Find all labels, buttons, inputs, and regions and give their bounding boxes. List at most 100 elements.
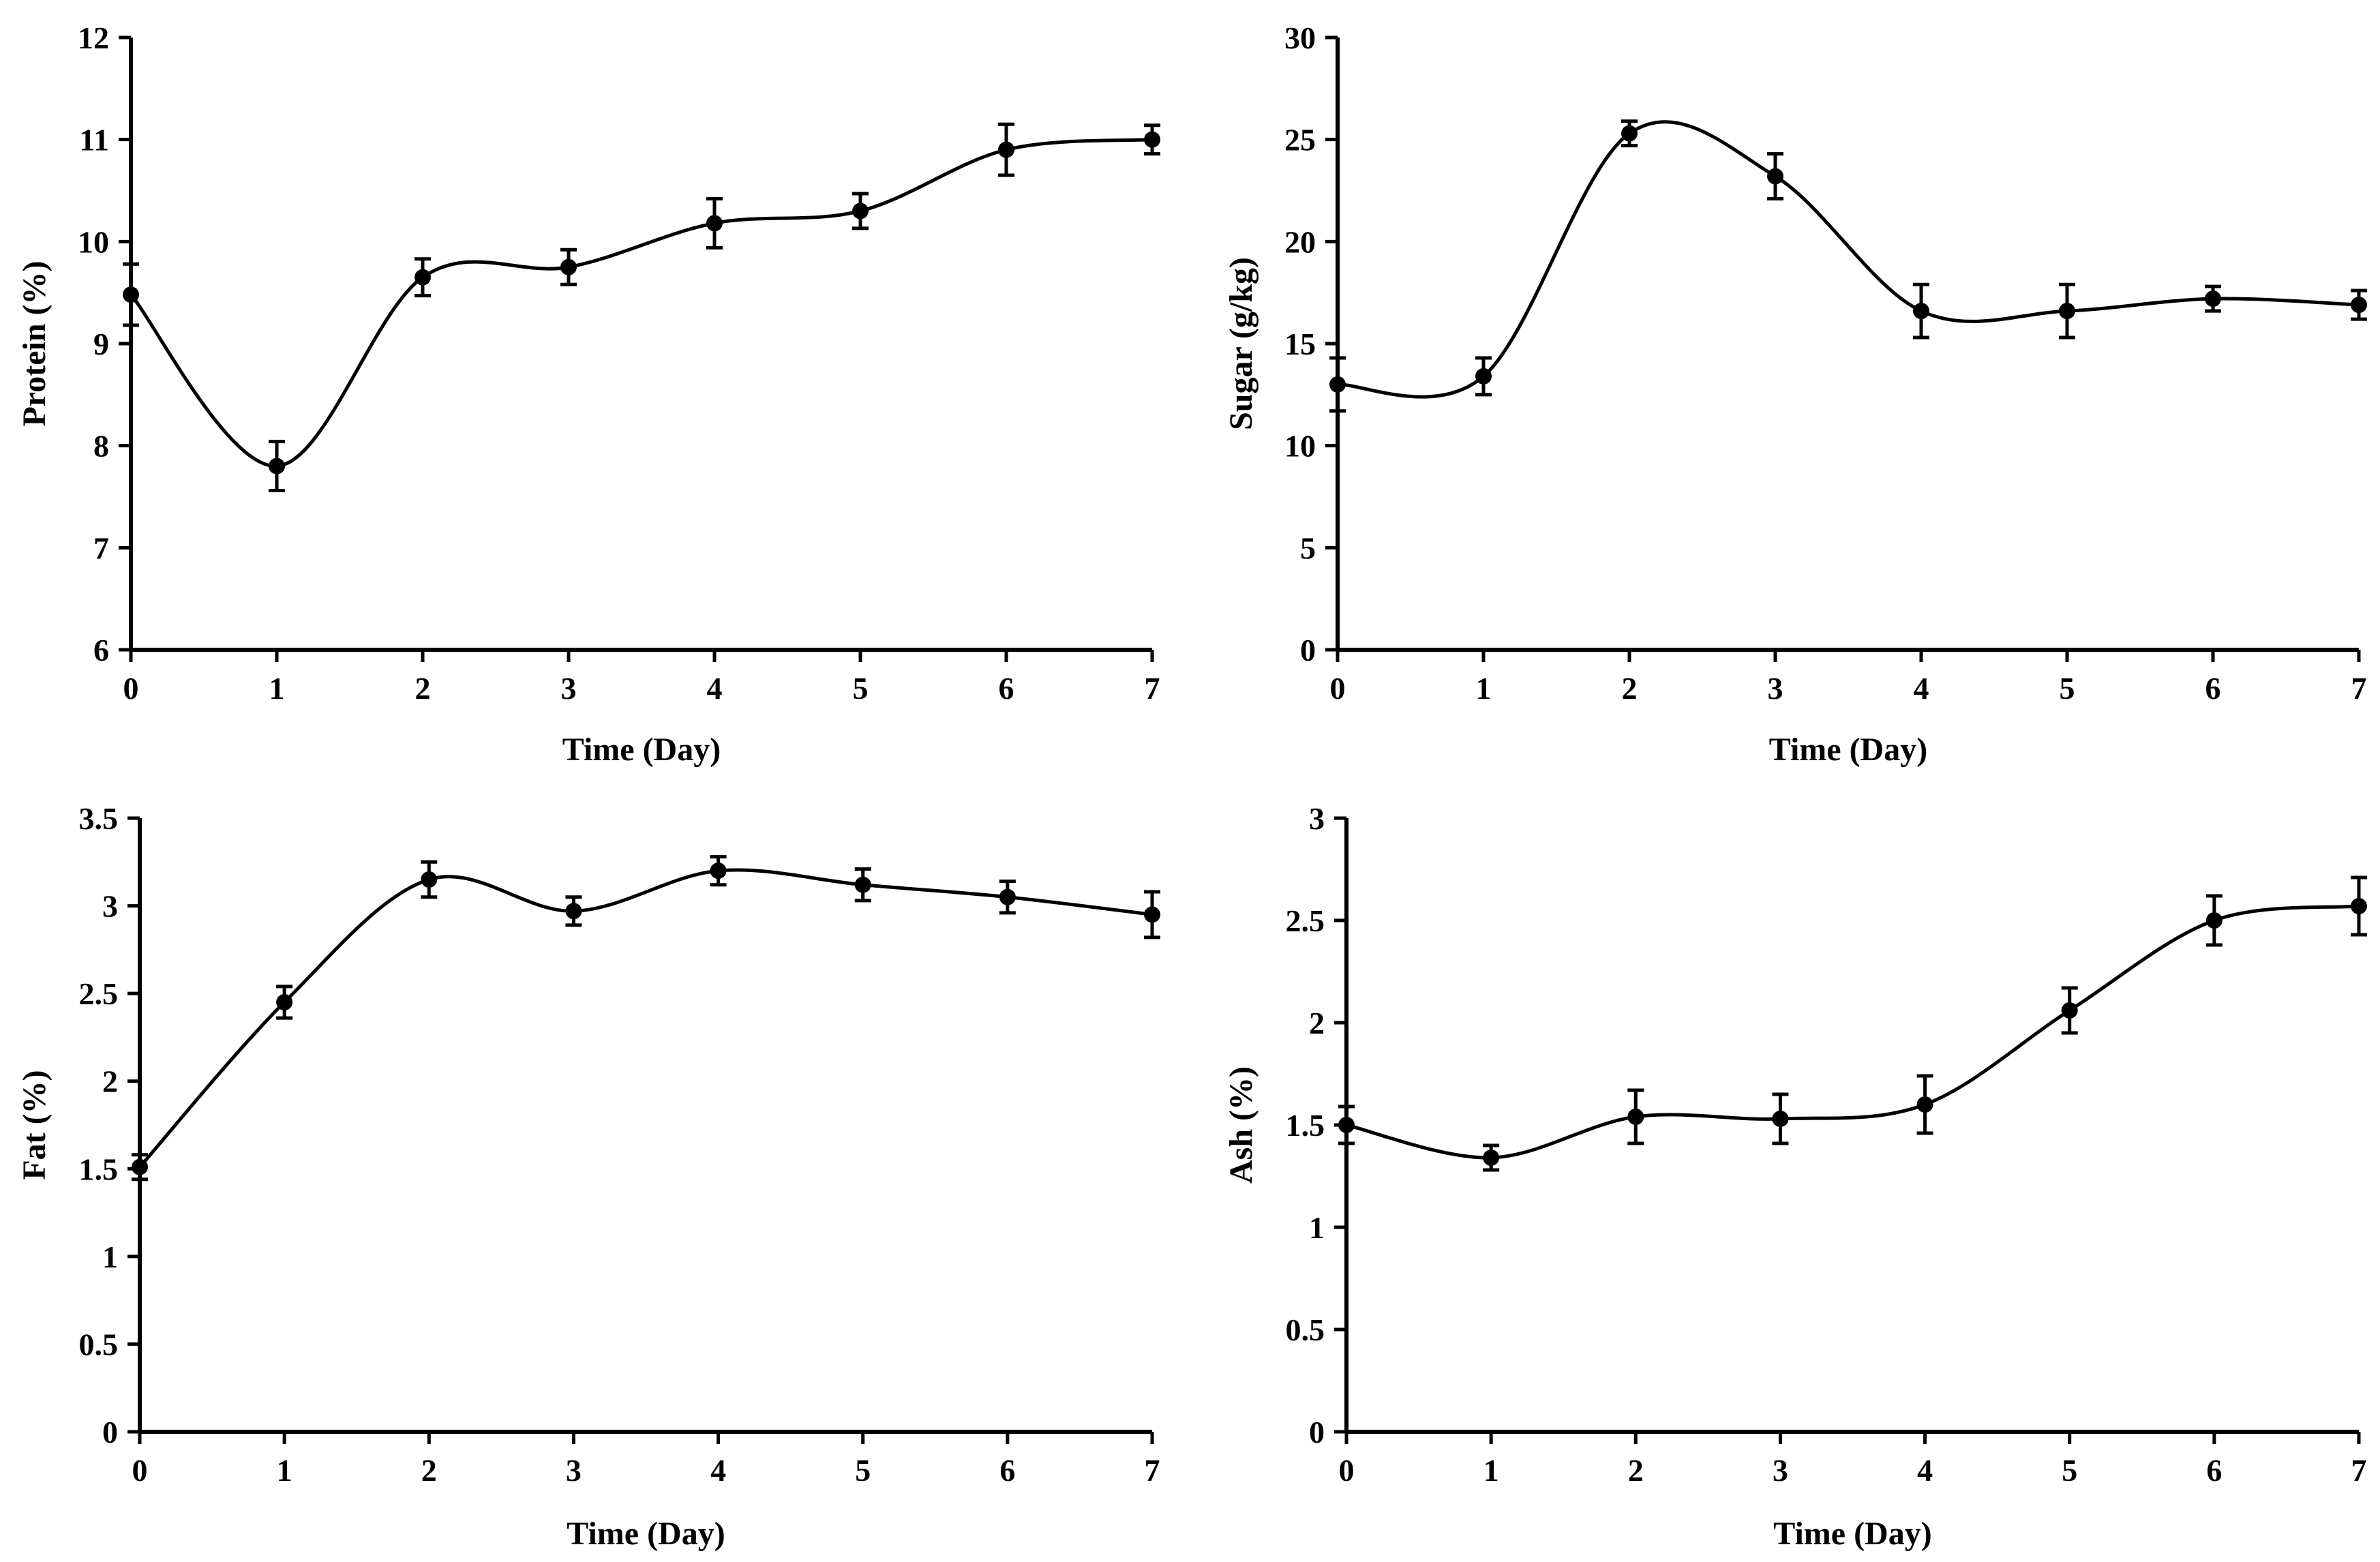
fat-y-tick-label: 0.5 [79, 1327, 119, 1362]
protein-y-tick-label: 9 [93, 327, 109, 361]
protein-data-point [706, 215, 723, 232]
protein-y-tick-label: 7 [93, 530, 109, 565]
protein-y-tick-label: 11 [80, 123, 109, 157]
sugar-x-axis-title: Time (Day) [1769, 732, 1927, 768]
protein-y-tick-label: 8 [93, 429, 109, 464]
chart-panel-ash: 0 1 2 3 4 5 6 7 0 0.5 1 1.5 2 2.5 3 Time (Day) Ash (%… [1223, 801, 2367, 1552]
ash-y-tick-label: 0 [1309, 1415, 1325, 1450]
fat-x-tick-label: 6 [999, 1453, 1015, 1488]
fat-x-tick-label: 4 [710, 1453, 726, 1488]
protein-x-tick-label: 2 [415, 671, 431, 706]
ash-x-tick-label: 1 [1483, 1453, 1499, 1488]
fat-data-points [132, 862, 1160, 1175]
protein-x-tick-label: 6 [999, 671, 1014, 706]
fat-y-tick-label: 3.5 [79, 801, 119, 836]
fat-x-axis-title: Time (Day) [567, 1516, 725, 1552]
protein-data-points [123, 131, 1160, 475]
sugar-data-point [2059, 303, 2075, 320]
sugar-x-ticks: 0 1 2 3 4 5 6 7 [1330, 650, 2367, 706]
sugar-y-tick-label: 0 [1300, 633, 1316, 667]
sugar-y-tick-label: 10 [1284, 429, 1316, 464]
protein-x-tick-label: 3 [561, 671, 577, 706]
ash-y-tick-label: 2 [1309, 1006, 1325, 1040]
ash-x-ticks: 0 1 2 3 4 5 6 7 [1339, 1432, 2367, 1488]
sugar-y-tick-label: 15 [1284, 327, 1316, 361]
sugar-x-tick-label: 5 [2060, 671, 2075, 706]
ash-x-tick-label: 7 [2351, 1453, 2367, 1488]
ash-y-tick-label: 1.5 [1286, 1108, 1325, 1143]
protein-data-point [415, 269, 431, 286]
fat-y-tick-label: 0 [102, 1415, 118, 1450]
sugar-data-point [1913, 303, 1929, 320]
ash-series-line [1346, 904, 2360, 1160]
protein-x-tick-label: 7 [1145, 671, 1160, 706]
protein-x-tick-label: 5 [853, 671, 869, 706]
fat-data-point [999, 888, 1016, 905]
sugar-x-tick-label: 0 [1330, 671, 1346, 706]
ash-data-points [1338, 898, 2367, 1166]
fat-x-tick-label: 0 [132, 1453, 148, 1488]
protein-data-point [852, 202, 869, 220]
sugar-y-ticks: 0 5 10 15 20 25 30 [1284, 20, 1338, 667]
protein-x-tick-label: 1 [269, 671, 285, 706]
fat-data-point [854, 876, 871, 893]
sugar-data-point [2205, 290, 2221, 307]
sugar-x-tick-label: 1 [1476, 671, 1492, 706]
ash-data-point [1916, 1096, 1933, 1113]
ash-data-point [1483, 1150, 1500, 1166]
ash-error-bars [1338, 875, 2367, 1172]
fat-y-tick-label: 2 [102, 1064, 118, 1099]
ash-y-tick-label: 3 [1309, 801, 1325, 836]
sugar-x-tick-label: 7 [2351, 671, 2367, 706]
ash-y-ticks: 0 0.5 1 1.5 2 2.5 3 [1286, 801, 1346, 1450]
protein-data-point [269, 457, 285, 475]
protein-y-tick-label: 6 [93, 633, 109, 667]
ash-y-tick-label: 2.5 [1286, 903, 1325, 938]
fat-x-tick-label: 3 [566, 1453, 582, 1488]
fat-x-tick-label: 1 [277, 1453, 292, 1488]
sugar-data-points [1329, 125, 2367, 393]
protein-data-point [560, 258, 577, 275]
protein-data-point [1144, 131, 1160, 148]
protein-x-axis-title: Time (Day) [562, 732, 721, 768]
chart-panel-sugar: 0 1 2 3 4 5 6 7 0 5 10 15 20 25 30 Time (Day) Sugar (… [1223, 20, 2367, 768]
fat-x-tick-label: 2 [421, 1453, 437, 1488]
fat-y-tick-label: 3 [102, 889, 118, 924]
fat-y-tick-label: 1 [102, 1240, 118, 1274]
sugar-data-point [1767, 168, 1783, 185]
ash-x-tick-label: 4 [1917, 1453, 1933, 1488]
fat-data-point [565, 903, 582, 920]
ash-x-tick-label: 0 [1339, 1453, 1355, 1488]
sugar-y-axis-title: Sugar (g/kg) [1223, 257, 1259, 430]
sugar-data-point [2351, 297, 2367, 314]
ash-x-tick-label: 6 [2206, 1453, 2222, 1488]
sugar-data-point [1475, 367, 1492, 385]
sugar-data-point [1621, 125, 1638, 142]
protein-y-tick-label: 10 [78, 224, 109, 259]
sugar-y-tick-label: 30 [1284, 20, 1316, 55]
sugar-x-tick-label: 2 [1622, 671, 1638, 706]
ash-x-axis-title: Time (Day) [1773, 1516, 1931, 1552]
protein-y-tick-label: 12 [78, 20, 109, 55]
sugar-y-tick-label: 25 [1284, 123, 1316, 157]
ash-data-point [2061, 1002, 2078, 1019]
fat-data-point [1144, 906, 1160, 923]
ash-y-tick-label: 1 [1309, 1210, 1325, 1245]
ash-data-point [2205, 912, 2223, 929]
ash-y-tick-label: 0.5 [1286, 1312, 1325, 1347]
fat-x-tick-label: 5 [855, 1453, 871, 1488]
ash-x-tick-label: 3 [1773, 1453, 1788, 1488]
fat-data-point [421, 871, 438, 888]
fat-data-point [710, 862, 727, 880]
protein-y-ticks: 6 7 8 9 10 11 12 [78, 20, 131, 667]
fat-y-tick-label: 2.5 [79, 976, 119, 1011]
ash-data-point [1627, 1109, 1644, 1125]
fat-x-ticks: 0 1 2 3 4 5 6 7 [132, 1432, 1160, 1488]
protein-x-tick-label: 4 [707, 671, 723, 706]
sugar-x-tick-label: 3 [1768, 671, 1783, 706]
fat-y-tick-label: 1.5 [79, 1152, 119, 1186]
sugar-x-tick-label: 4 [1914, 671, 1929, 706]
